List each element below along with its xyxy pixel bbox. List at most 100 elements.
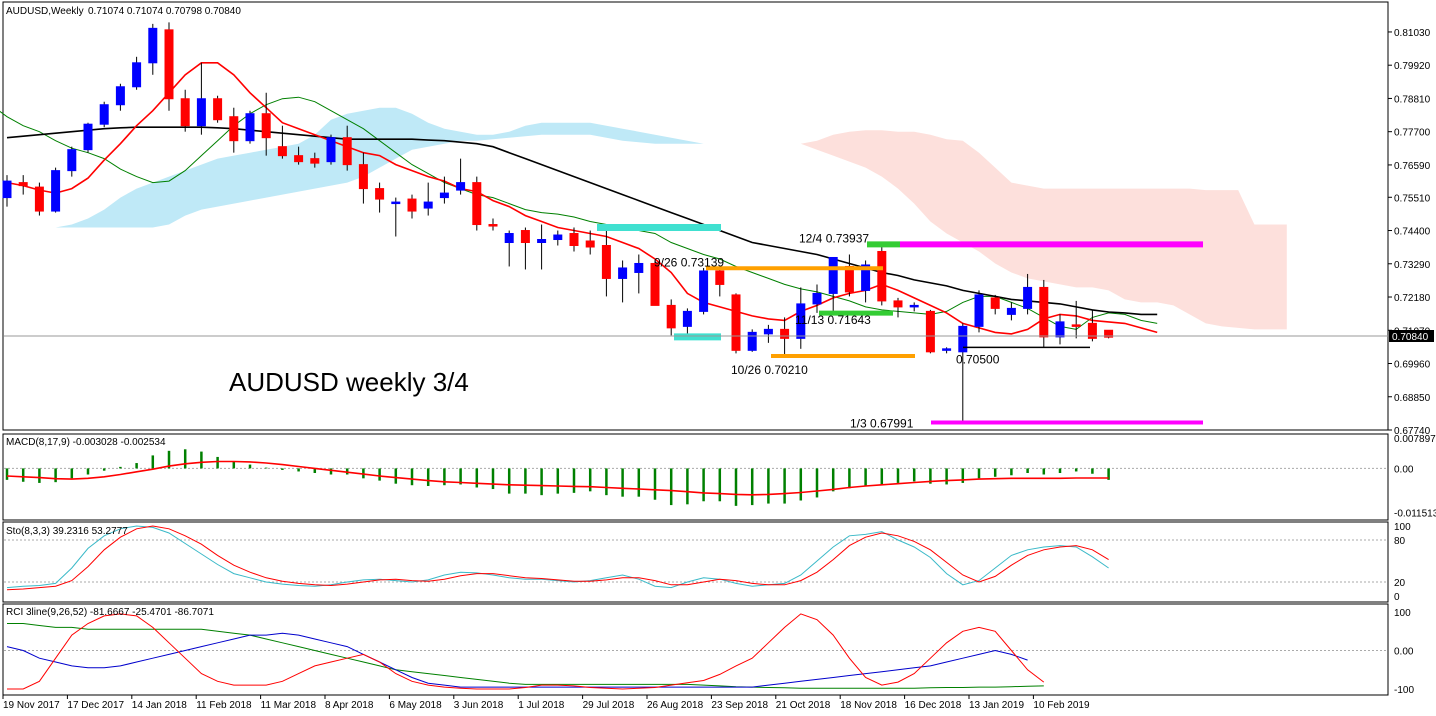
rci-tick-label: 0.00 — [1394, 647, 1414, 658]
candle-bearish — [666, 304, 676, 329]
annotation-label: 10/26 0.70210 — [731, 363, 808, 377]
annotation-label: 11/13 0.71643 — [795, 313, 871, 327]
candle-bearish — [277, 146, 287, 157]
price-tick-label: 0.72180 — [1394, 293, 1431, 304]
candle-bullish — [391, 201, 401, 205]
candle-bullish — [537, 239, 547, 244]
price-tick-label: 0.81030 — [1394, 28, 1431, 39]
annotation-label: 0.70500 — [956, 352, 1000, 366]
candle-bearish — [1087, 322, 1097, 339]
candle-bearish — [261, 113, 271, 139]
sto-panel-frame — [2, 521, 1389, 603]
time-tick-label: 13 Jan 2019 — [969, 700, 1024, 711]
candle-bearish — [893, 300, 903, 308]
sto-title: Sto(8,3,3) 39.2316 53.2777 — [6, 526, 128, 537]
sto-tick-label: 80 — [1394, 536, 1406, 547]
candles[interactable] — [2, 22, 1114, 423]
candle-bullish — [634, 262, 644, 273]
candle-bearish — [472, 182, 482, 226]
price-tick-label: 0.69960 — [1394, 360, 1431, 371]
ichimoku-lines — [0, 61, 1158, 335]
candle-bullish — [1055, 321, 1065, 338]
candle-bullish — [553, 234, 563, 241]
price-tick-label: 0.79920 — [1394, 61, 1431, 72]
time-tick-label: 21 Oct 2018 — [776, 700, 831, 711]
candle-bearish — [715, 270, 725, 285]
macd-tick-label: 0.00 — [1394, 464, 1414, 475]
rci-mid-line — [6, 632, 1028, 688]
candle-bearish — [731, 294, 741, 351]
candle-bullish — [245, 113, 255, 142]
candle-bearish — [569, 233, 579, 247]
time-tick-label: 14 Jan 2018 — [132, 700, 187, 711]
candle-bullish — [326, 137, 336, 163]
candle-bearish — [1039, 286, 1049, 338]
candle-bearish — [375, 188, 385, 200]
current-price-tag: 0.70840 — [1389, 330, 1434, 343]
candle-bearish — [164, 29, 174, 100]
time-tick-label: 11 Feb 2018 — [196, 700, 252, 711]
candle-bullish — [67, 149, 77, 172]
macd-signal-line — [6, 460, 1109, 496]
candle-bullish — [699, 270, 709, 312]
stochastic-plot — [4, 525, 1388, 591]
candle-bearish — [520, 230, 530, 244]
candle-bullish — [115, 86, 125, 106]
price-tick-label: 0.67740 — [1394, 426, 1431, 437]
candle-bullish — [99, 104, 109, 125]
kijun-sen — [6, 126, 1158, 316]
candle-bearish — [34, 186, 44, 212]
macd-tick-label: 0.007897 — [1394, 434, 1436, 445]
rci-short-line — [7, 613, 1045, 690]
candle-bearish — [1071, 324, 1081, 327]
rci-panel-frame — [2, 603, 1389, 696]
candle-bullish — [618, 267, 628, 279]
time-tick-label: 19 Nov 2017 — [3, 700, 60, 711]
candle-bullish — [861, 264, 871, 291]
annotation-label: 12/4 0.73937 — [799, 231, 869, 245]
time-tick-label: 23 Sep 2018 — [711, 700, 768, 711]
candle-bullish — [812, 292, 822, 305]
candle-bullish — [132, 62, 142, 88]
sto-tick-label: 0 — [1394, 592, 1400, 603]
candle-bearish — [294, 155, 304, 163]
price-tick-label: 0.78810 — [1394, 94, 1431, 105]
candle-bearish — [310, 158, 320, 164]
time-tick-label: 3 Jun 2018 — [454, 700, 504, 711]
annotation-label: 1/3 0.67991 — [850, 416, 914, 430]
macd-title: MACD(8,17,9) -0.003028 -0.002534 — [6, 437, 166, 448]
candle-bearish — [213, 98, 223, 121]
rci-title: RCI 3line(9,26,52) -81.6667 -25.4701 -86… — [6, 607, 214, 618]
sto-tick-label: 20 — [1394, 578, 1406, 589]
candle-bearish — [1104, 329, 1114, 338]
candle-bearish — [601, 245, 611, 279]
candle-bullish — [51, 170, 61, 212]
kumo-bearish — [800, 130, 1287, 330]
candle-bearish — [407, 198, 417, 212]
sto-tick-label: 100 — [1394, 522, 1411, 533]
candle-bullish — [439, 192, 449, 199]
ohlc-values: 0.71074 0.71074 0.70798 0.70840 — [88, 6, 241, 17]
macd-plot — [4, 449, 1388, 506]
time-tick-label: 1 Jul 2018 — [518, 700, 565, 711]
candle-bullish — [1023, 286, 1033, 309]
candle-bullish — [504, 233, 514, 244]
chart-title: AUDUSD,Weekly — [6, 6, 84, 17]
rci-tick-label: 100 — [1394, 608, 1411, 619]
candle-bearish — [229, 116, 239, 142]
candle-bullish — [1006, 307, 1016, 315]
candle-bullish — [456, 182, 466, 191]
stochastic-axis: 100 80 20 0 — [1394, 522, 1411, 603]
candle-bearish — [650, 262, 660, 306]
sto-main-line — [6, 525, 1109, 589]
macd-tick-label: -0.011513 — [1394, 508, 1436, 519]
candle-bearish — [780, 328, 790, 339]
time-tick-label: 26 Aug 2018 — [647, 700, 704, 711]
time-tick-label: 16 Dec 2018 — [905, 700, 962, 711]
candle-bullish — [83, 123, 93, 151]
price-tick-label: 0.75510 — [1394, 193, 1431, 204]
time-tick-label: 29 Jul 2018 — [583, 700, 635, 711]
candle-bullish — [974, 294, 984, 327]
time-axis: 19 Nov 2017 17 Dec 2017 14 Jan 2018 11 Feb … — [2, 695, 1090, 711]
